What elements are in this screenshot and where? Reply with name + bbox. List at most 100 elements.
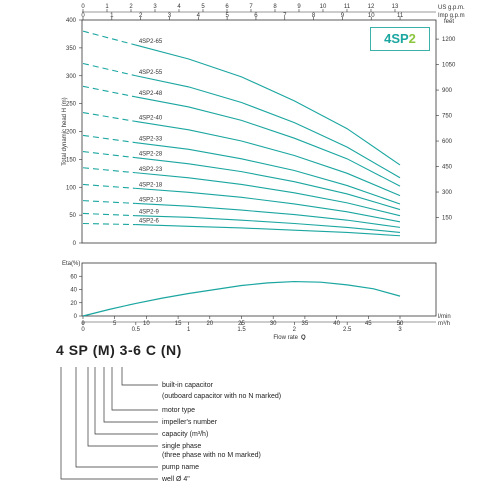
- curve-4SP2-40: [135, 120, 401, 197]
- curve-4SP2-13: [135, 202, 401, 228]
- curve-4SP2-48: [135, 96, 401, 187]
- leader-impeller: [103, 367, 158, 423]
- us-gpm-tick-label: 7: [249, 4, 253, 10]
- imp-gpm-tick-label: 11: [397, 13, 404, 19]
- leader-capacitor: [121, 367, 158, 386]
- y-tick-label: 100: [66, 185, 77, 191]
- imp-gpm-tick-label: 1: [110, 13, 114, 19]
- imp-gpm-tick-label: 6: [254, 13, 258, 19]
- feet-tick-label: 300: [442, 190, 453, 196]
- model-code-leaders: [60, 367, 158, 480]
- m3h-tick-label: 2.5: [343, 327, 352, 333]
- curve-label: 4SP2-18: [139, 182, 163, 188]
- legend-phase: single phase: [162, 443, 202, 450]
- curve-dashed-segment: [82, 222, 136, 226]
- leader-well: [60, 367, 158, 480]
- us-gpm-tick-label: 2: [129, 4, 133, 10]
- curve-4SP2-28: [135, 157, 401, 211]
- eta-tick-label: 20: [70, 301, 77, 307]
- efficiency-curve: [82, 280, 401, 317]
- us-gpm-tick-label: 5: [201, 4, 205, 10]
- curve-dashed-segment: [82, 183, 136, 189]
- curve-label: 4SP2-33: [139, 137, 163, 143]
- curve-4SP2-33: [135, 142, 401, 205]
- y-tick-label: 300: [66, 74, 77, 80]
- m3h-tick-label: 0: [81, 327, 85, 333]
- curve-label: 4SP2-9: [139, 210, 160, 216]
- feet-tick-label: 450: [442, 165, 453, 171]
- y-tick-label: 350: [66, 46, 77, 52]
- lmin-tick-label: 10: [143, 321, 150, 327]
- code-part-dash: -: [127, 342, 134, 358]
- y-axis-title: Total dynamic head H (m): [62, 97, 68, 165]
- curve-label: 4SP2-65: [139, 39, 163, 45]
- imp-gpm-tick-label: 3: [168, 13, 172, 19]
- imp-gpm-tick-label: 4: [197, 13, 201, 19]
- m3h-tick-label: 2: [293, 327, 297, 333]
- imp-gpm-tick-label: 9: [341, 13, 345, 19]
- eta-plot-frame: [81, 262, 437, 317]
- eta-axis-title: Eta(%): [62, 261, 80, 267]
- legend-capacitor: built-in capacitor: [162, 382, 213, 389]
- feet-axis-title: feet: [444, 19, 454, 25]
- legend-motor: motor type: [162, 407, 196, 414]
- us-gpm-tick-label: 6: [225, 4, 229, 10]
- curve-label: 4SP2-40: [139, 115, 163, 121]
- lmin-tick-label: 40: [333, 321, 340, 327]
- curve-4SP2-18: [135, 187, 401, 223]
- y-tick-label: 150: [66, 157, 77, 163]
- curve-label: 4SP2-55: [139, 70, 163, 76]
- us-gpm-tick-label: 8: [273, 4, 277, 10]
- brand-badge: 4SP2: [370, 27, 430, 51]
- feet-tick-label: 600: [442, 139, 453, 145]
- feet-tick-label: 1050: [442, 63, 456, 69]
- lmin-tick-label: 35: [302, 321, 309, 327]
- curve-dashed-segment: [82, 30, 136, 46]
- curve-label: 4SP2-13: [139, 197, 163, 203]
- lmin-tick-label: 0: [81, 321, 85, 327]
- feet-tick-label: 1200: [442, 37, 456, 43]
- curve-dashed-segment: [82, 112, 136, 123]
- us-gpm-tick-label: 11: [344, 4, 351, 10]
- curve-dashed-segment: [82, 167, 136, 174]
- feet-tick-label: 900: [442, 88, 453, 94]
- us-gpm-title: US g.p.m.: [438, 5, 465, 11]
- y-tick-label: 250: [66, 102, 77, 108]
- lmin-tick-label: 5: [113, 321, 117, 327]
- code-part-impeller: 6: [133, 342, 142, 358]
- us-gpm-tick-label: 13: [392, 4, 399, 10]
- curve-label: 4SP2-6: [139, 219, 160, 225]
- leader-motor: [111, 367, 158, 411]
- code-part-well: 4: [56, 342, 65, 358]
- imp-gpm-title: Imp g.p.m: [438, 13, 465, 19]
- curve-dashed-segment: [82, 151, 136, 159]
- code-part-name: SP: [68, 342, 89, 358]
- eta-tick-label: 40: [70, 288, 77, 294]
- m3h-title: m³/h: [438, 321, 450, 327]
- lmin-tick-label: 50: [397, 321, 404, 327]
- curve-4SP2-65: [135, 44, 401, 166]
- m3h-tick-label: 1.5: [237, 327, 246, 333]
- lmin-tick-label: 20: [206, 321, 213, 327]
- us-gpm-tick-label: 10: [320, 4, 327, 10]
- legend-phase-note: (three phase with no M marked): [162, 452, 261, 459]
- model-code: 4 SP (M) 3-6 C (N): [56, 342, 182, 358]
- legend-capacity: capacity (m³/h): [162, 431, 209, 438]
- imp-gpm-tick-label: 10: [368, 13, 375, 19]
- eta-tick-label: 60: [70, 274, 77, 280]
- feet-tick-label: 150: [442, 216, 453, 222]
- us-gpm-tick-label: 0: [81, 4, 85, 10]
- lmin-tick-label: 15: [175, 321, 182, 327]
- lmin-title: l/min: [438, 314, 451, 320]
- leader-capacity: [94, 367, 158, 435]
- curve-dashed-segment: [82, 85, 136, 98]
- curve-dashed-segment: [82, 134, 136, 144]
- curve-dashed-segment: [82, 200, 136, 204]
- lmin-tick-label: 45: [365, 321, 372, 327]
- m3h-tick-label: 3: [398, 327, 402, 333]
- y-tick-label: 50: [69, 213, 76, 219]
- legend-pump-name: pump name: [162, 464, 199, 471]
- feet-tick-label: 750: [442, 114, 453, 120]
- us-gpm-tick-label: 3: [153, 4, 157, 10]
- y-tick-label: 400: [66, 18, 77, 24]
